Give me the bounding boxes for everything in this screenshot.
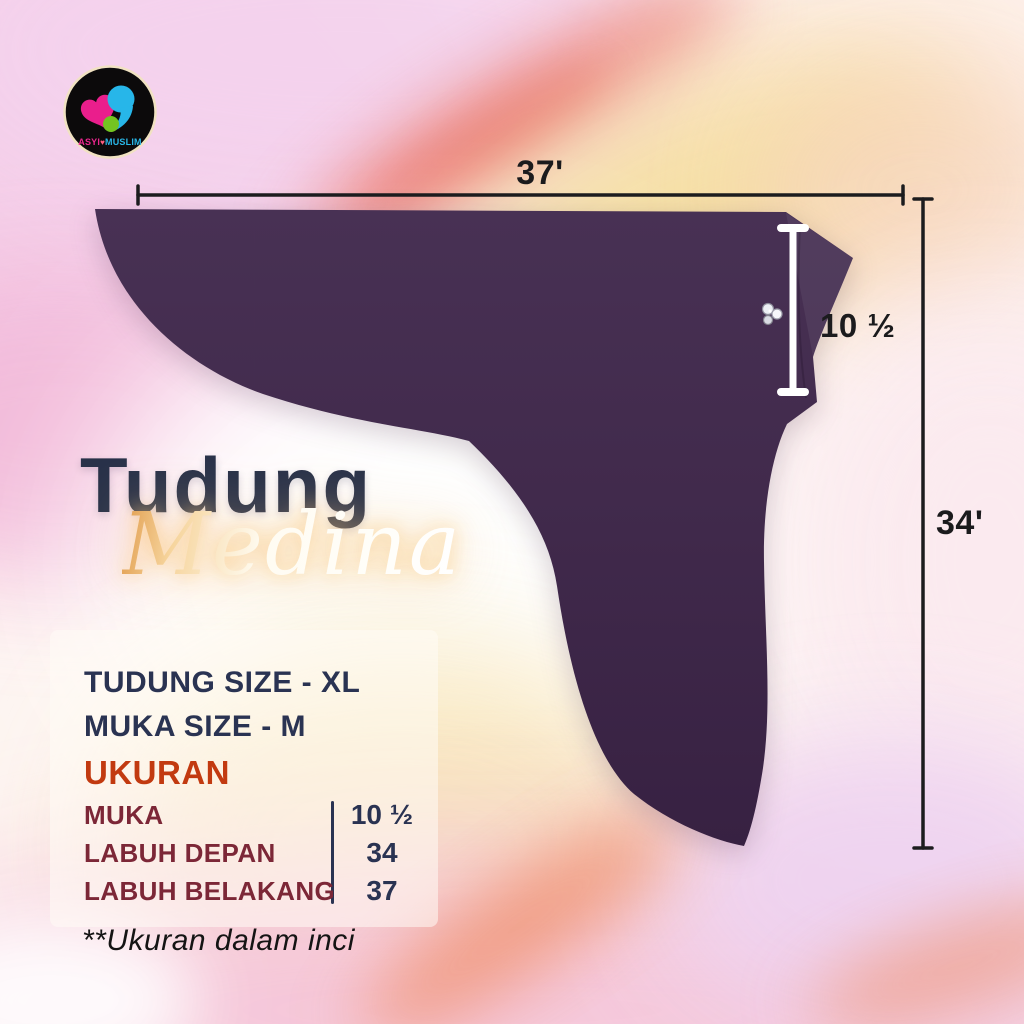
row-label: LABUH BELAKANG [84, 875, 336, 906]
product-title-script: Medina [122, 495, 463, 595]
muka-size-text: MUKA SIZE - M [84, 710, 307, 743]
height-measurement-label: 34' [936, 504, 984, 542]
footnote-text: **Ukuran dalam inci [82, 924, 355, 957]
logo-dot-green [103, 116, 119, 132]
table-row: MUKA 10 ½ [50, 796, 438, 834]
fold-crease [797, 225, 807, 399]
tudung-size-text: TUDUNG SIZE - XL [84, 666, 361, 699]
row-value: 37 [366, 875, 398, 906]
row-label: LABUH DEPAN [84, 837, 276, 868]
table-divider-line [331, 801, 334, 904]
face-dimension-line [777, 224, 809, 396]
ukuran-heading: UKURAN [84, 754, 230, 791]
face-measurement-label: 10 ½ [820, 307, 896, 344]
table-row: LABUH DEPAN 34 [50, 834, 438, 872]
product-title: Tudung [80, 441, 373, 529]
row-value: 34 [366, 837, 398, 868]
width-measurement-label: 37' [516, 154, 564, 192]
fold-highlight [786, 213, 853, 357]
size-info-panel: TUDUNG SIZE - XL MUKA SIZE - M UKURAN MU… [50, 630, 438, 927]
table-row: LABUH BELAKANG 37 [50, 872, 438, 910]
brand-logo-art [63, 65, 157, 159]
width-dimension-line [136, 184, 905, 206]
row-value: 10 ½ [350, 799, 414, 830]
size-table: MUKA 10 ½ LABUH DEPAN 34 LABUH BELAKANG … [50, 796, 438, 910]
brand-logo: ASYI♥MUSLIM [62, 64, 158, 160]
row-label: MUKA [84, 799, 164, 830]
brand-heart-icon: ♥ [100, 138, 106, 147]
height-dimension-line [912, 197, 934, 850]
brand-name-right: MUSLIM [105, 137, 142, 147]
brand-name-left: ASYI [78, 137, 101, 147]
brooch-pin [761, 302, 783, 326]
brand-logo-text: ASYI♥MUSLIM [62, 138, 158, 147]
hijab-shape [95, 209, 853, 846]
